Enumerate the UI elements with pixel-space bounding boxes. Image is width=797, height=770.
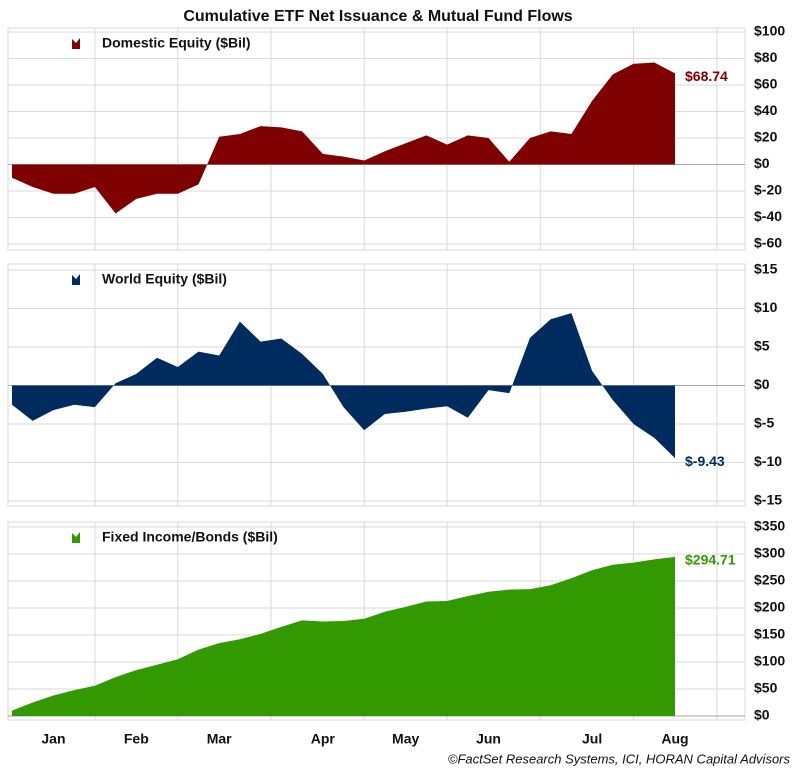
x-tick-label: Apr [311, 731, 336, 747]
value-label: $294.71 [685, 552, 736, 568]
y-tick-label: $250 [754, 572, 785, 588]
y-tick-label: $150 [754, 626, 785, 642]
y-tick-label: $0 [754, 155, 770, 171]
x-tick-label: Jul [582, 731, 602, 747]
x-tick-label: Feb [124, 731, 149, 747]
y-tick-label: $-60 [754, 235, 782, 251]
y-tick-label: $100 [754, 23, 785, 39]
y-tick-label: $15 [754, 261, 778, 277]
area [12, 313, 675, 459]
y-tick-label: $-40 [754, 208, 782, 224]
x-tick-label: Jun [476, 731, 501, 747]
y-tick-label: $0 [754, 707, 770, 723]
y-tick-label: $40 [754, 102, 778, 118]
y-tick-label: $80 [754, 49, 778, 65]
x-tick-label: May [392, 731, 419, 747]
legend-icon [72, 532, 80, 543]
y-tick-label: $300 [754, 545, 785, 561]
legend-label: World Equity ($Bil) [102, 271, 227, 287]
legend-label: Fixed Income/Bonds ($Bil) [102, 529, 278, 545]
y-tick-label: $200 [754, 599, 785, 615]
y-tick-label: $50 [754, 680, 778, 696]
x-tick-label: Aug [661, 731, 688, 747]
legend-icon [72, 38, 80, 49]
y-tick-label: $350 [754, 518, 785, 534]
area [12, 556, 675, 716]
x-tick-label: Mar [207, 731, 232, 747]
y-tick-label: $100 [754, 653, 785, 669]
y-tick-label: $5 [754, 338, 770, 354]
legend-label: Domestic Equity ($Bil) [102, 35, 251, 51]
y-tick-label: $-10 [754, 453, 782, 469]
y-tick-label: $0 [754, 376, 770, 392]
y-tick-label: $10 [754, 299, 778, 315]
y-tick-label: $-20 [754, 182, 782, 198]
legend-icon [72, 274, 80, 285]
area [12, 62, 675, 214]
y-tick-label: $-15 [754, 492, 782, 508]
x-tick-label: Jan [41, 731, 65, 747]
value-label: $68.74 [685, 68, 728, 84]
y-tick-label: $-5 [754, 415, 774, 431]
source-note: ©FactSet Research Systems, ICI, HORAN Ca… [448, 751, 791, 766]
value-label: $-9.43 [685, 453, 725, 469]
chart-title: Cumulative ETF Net Issuance & Mutual Fun… [183, 8, 572, 25]
y-tick-label: $60 [754, 76, 778, 92]
y-tick-label: $20 [754, 129, 778, 145]
